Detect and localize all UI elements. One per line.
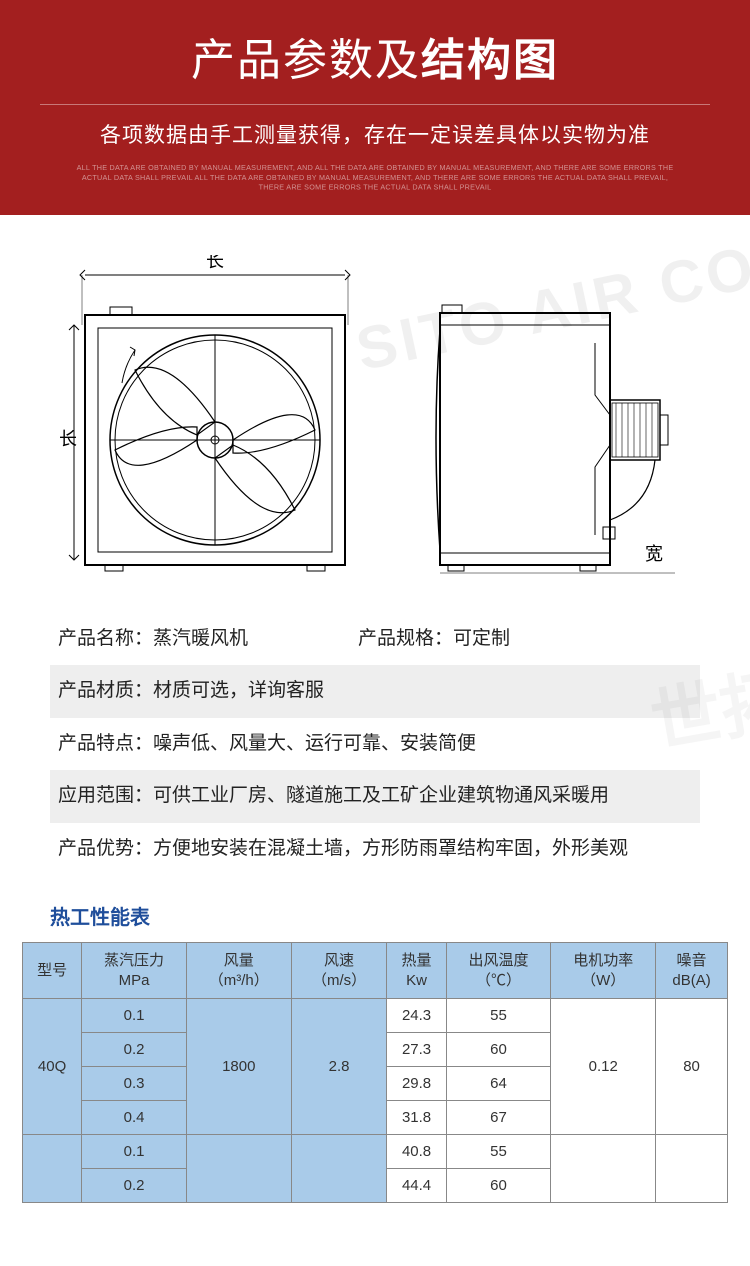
- cell-heat: 44.4: [387, 1169, 446, 1203]
- header-banner: 产品参数及结构图 各项数据由手工测量获得，存在一定误差具体以实物为准 ALL T…: [0, 0, 750, 215]
- cell-pressure: 0.1: [82, 1135, 187, 1169]
- cell-heat: 29.8: [387, 1067, 446, 1101]
- spec-row: 产品优势：方便地安装在混凝土墙，方形防雨罩结构牢固，外形美观: [50, 823, 700, 876]
- perf-section-title: 热工性能表: [0, 883, 750, 942]
- performance-table: 型号 蒸汽压力MPa 风量（m³/h） 风速（m/s） 热量Kw 出风温度（℃）…: [22, 942, 728, 1203]
- spec-value: 噪声低、风量大、运行可靠、安装简便: [153, 730, 476, 759]
- cell-airflow: 1800: [186, 999, 291, 1135]
- cell-speed: [291, 1135, 387, 1203]
- spec-row: 产品名称：蒸汽暖风机 产品规格：可定制: [50, 613, 700, 666]
- cell-noise: 80: [656, 999, 728, 1135]
- spec-list: 世拓 产品名称：蒸汽暖风机 产品规格：可定制 产品材质：材质可选，详询客服 产品…: [0, 595, 750, 884]
- cell-speed: 2.8: [291, 999, 387, 1135]
- page-title: 产品参数及结构图: [40, 24, 710, 88]
- cell-heat: 40.8: [387, 1135, 446, 1169]
- spec-label: 应用范围：: [58, 782, 153, 811]
- dim-width: 宽: [645, 544, 663, 564]
- cell-noise: [656, 1135, 728, 1203]
- spec-value: 可供工业厂房、隧道施工及工矿企业建筑物通风采暖用: [153, 782, 609, 811]
- cell-heat: 24.3: [387, 999, 446, 1033]
- table-row: 0.1 40.8 55: [23, 1135, 728, 1169]
- col-heat: 热量Kw: [387, 943, 446, 999]
- spec-value: 材质可选，详询客服: [153, 677, 324, 706]
- table-body: 40Q 0.1 1800 2.8 24.3 55 0.12 80 0.2 27.…: [23, 999, 728, 1203]
- col-temp: 出风温度（℃）: [446, 943, 551, 999]
- spec-label: 产品特点：: [58, 730, 153, 759]
- spec-label: 产品优势：: [58, 835, 153, 864]
- cell-pressure: 0.2: [82, 1033, 187, 1067]
- spec-label: 产品规格：: [358, 628, 453, 649]
- title-light: 产品参数及: [191, 36, 421, 85]
- spec-row: 产品特点：噪声低、风量大、运行可靠、安装简便: [50, 718, 700, 771]
- cell-heat: 27.3: [387, 1033, 446, 1067]
- spec-row: 产品材质：材质可选，详询客服: [50, 665, 700, 718]
- cell-temp: 64: [446, 1067, 551, 1101]
- spec-row: 应用范围：可供工业厂房、隧道施工及工矿企业建筑物通风采暖用: [50, 770, 700, 823]
- cell-temp: 67: [446, 1101, 551, 1135]
- cell-pressure: 0.4: [82, 1101, 187, 1135]
- diagram-side: 宽: [430, 255, 690, 575]
- cell-pressure: 0.2: [82, 1169, 187, 1203]
- cell-pressure: 0.1: [82, 999, 187, 1033]
- spec-value: 蒸汽暖风机: [153, 628, 248, 649]
- diagram-area: SITO AIR CONDITION 长 长: [0, 215, 750, 595]
- dim-length: 长: [206, 255, 224, 271]
- spec-label: 产品材质：: [58, 677, 153, 706]
- col-model: 型号: [23, 943, 82, 999]
- spec-value: 可定制: [453, 628, 510, 649]
- cell-power: 0.12: [551, 999, 656, 1135]
- cell-model: [23, 1135, 82, 1203]
- col-speed: 风速（m/s）: [291, 943, 387, 999]
- cell-heat: 31.8: [387, 1101, 446, 1135]
- cell-pressure: 0.3: [82, 1067, 187, 1101]
- cell-temp: 60: [446, 1169, 551, 1203]
- cell-airflow: [186, 1135, 291, 1203]
- spec-label: 产品名称：: [58, 628, 153, 649]
- cell-temp: 60: [446, 1033, 551, 1067]
- col-airflow: 风量（m³/h）: [186, 943, 291, 999]
- cell-temp: 55: [446, 999, 551, 1033]
- cell-temp: 55: [446, 1135, 551, 1169]
- cell-model: 40Q: [23, 999, 82, 1135]
- table-row: 40Q 0.1 1800 2.8 24.3 55 0.12 80: [23, 999, 728, 1033]
- header-subtitle: 各项数据由手工测量获得，存在一定误差具体以实物为准: [40, 119, 710, 149]
- col-noise: 噪音dB(A): [656, 943, 728, 999]
- col-power: 电机功率（W）: [551, 943, 656, 999]
- col-pressure: 蒸汽压力MPa: [82, 943, 187, 999]
- title-bold: 结构图: [421, 36, 559, 85]
- header-divider: [40, 104, 710, 105]
- spec-value: 方便地安装在混凝土墙，方形防雨罩结构牢固，外形美观: [153, 835, 628, 864]
- diagram-front: 长 长: [60, 255, 370, 575]
- cell-power: [551, 1135, 656, 1203]
- header-fine-print: ALL THE DATA ARE OBTAINED BY MANUAL MEAS…: [74, 163, 677, 193]
- table-header-row: 型号 蒸汽压力MPa 风量（m³/h） 风速（m/s） 热量Kw 出风温度（℃）…: [23, 943, 728, 999]
